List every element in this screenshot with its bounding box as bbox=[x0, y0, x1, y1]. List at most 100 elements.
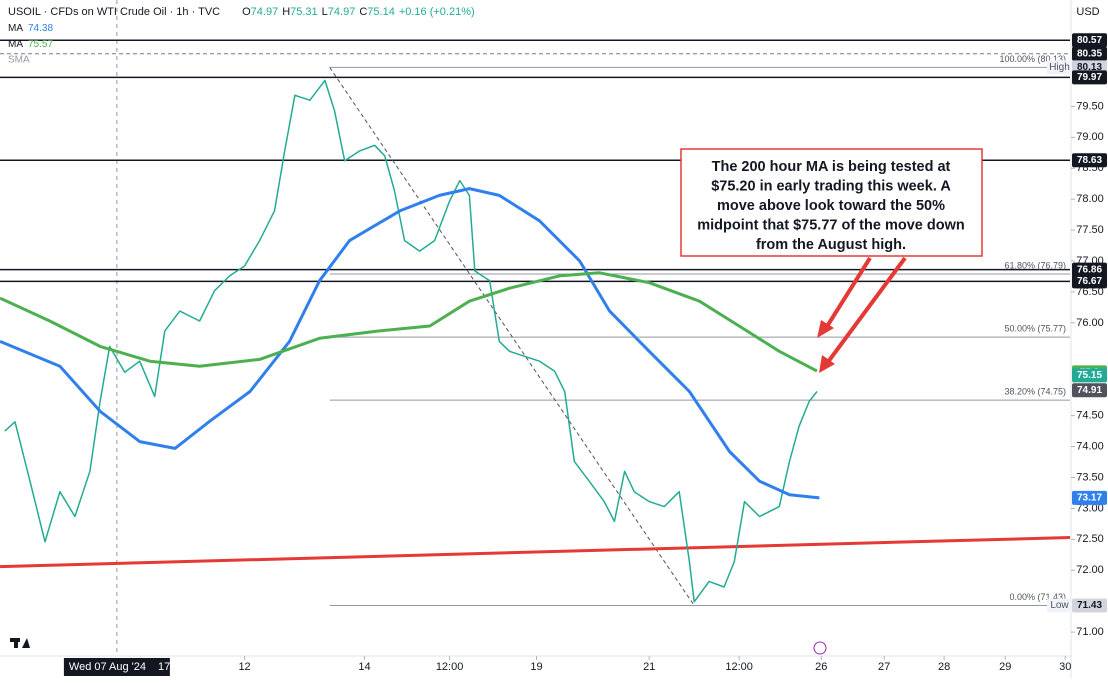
ohlc-label: H bbox=[282, 6, 290, 18]
legend-item: MA 75.57 bbox=[8, 39, 53, 50]
logo-part bbox=[14, 638, 18, 648]
legend-value: 75.57 bbox=[28, 39, 53, 50]
price-tag-label: 79.97 bbox=[1077, 72, 1102, 83]
price-tag-label: 73.17 bbox=[1077, 493, 1102, 504]
price-tag bbox=[1072, 153, 1107, 168]
ohlc-label: O bbox=[242, 6, 251, 18]
y-tick-label: 79.50 bbox=[1076, 100, 1104, 112]
retracement-line bbox=[329, 67, 695, 606]
price-tag bbox=[1072, 368, 1107, 383]
ohlc-label: L bbox=[322, 6, 328, 18]
symbol: USOIL · CFDs on WTI Crude Oil · 1h · TVC bbox=[8, 6, 220, 18]
x-tick-label: 12 bbox=[238, 661, 250, 673]
y-tick-label: 78.00 bbox=[1076, 193, 1104, 205]
tv-logo bbox=[10, 638, 30, 648]
x-tick-label: 29 bbox=[999, 661, 1011, 673]
y-tick-label: 72.50 bbox=[1076, 533, 1104, 545]
price-tag-label: 80.13 bbox=[1077, 62, 1102, 73]
ohlc-label: C bbox=[359, 6, 367, 18]
y-tick-label: 72.00 bbox=[1076, 564, 1104, 576]
price-tag-label: 76.67 bbox=[1077, 276, 1102, 287]
x-tick-label: 30 bbox=[1059, 661, 1071, 673]
y-tick-label: 73.00 bbox=[1076, 502, 1104, 514]
x-tick-label: 28 bbox=[938, 661, 950, 673]
price-tag bbox=[1072, 46, 1107, 61]
price-tag-label: 80.57 bbox=[1077, 35, 1102, 46]
x-tick-label: 27 bbox=[878, 661, 890, 673]
price-tag bbox=[1072, 70, 1107, 85]
annotation-arrows bbox=[817, 256, 907, 373]
fib-label: 38.20% (74.75) bbox=[1004, 387, 1066, 397]
crosshair-label-box bbox=[63, 658, 170, 676]
fib-label: 100.00% (80.13) bbox=[999, 54, 1066, 64]
x-tick-label: 21 bbox=[643, 661, 655, 673]
arrow-shaft bbox=[826, 256, 907, 364]
ma-line bbox=[0, 271, 818, 373]
change: +0.16 (+0.21%) bbox=[399, 6, 475, 18]
y-tick-label: 76.50 bbox=[1076, 286, 1104, 298]
price-tag-label: 80.35 bbox=[1077, 48, 1102, 59]
arrow-shaft bbox=[824, 256, 872, 330]
y-tick-label: 79.00 bbox=[1076, 131, 1104, 143]
annotation-line: The 200 hour MA is being tested at bbox=[712, 159, 951, 175]
y-tick-label: 73.50 bbox=[1076, 471, 1104, 483]
x-tick-label: 12:00 bbox=[725, 661, 753, 673]
annotation-text: The 200 hour MA is being tested at $75.20… bbox=[697, 159, 964, 253]
annotation-line: $75.20 in early trading this week. A bbox=[711, 178, 951, 194]
price-tag-label: 75.15 bbox=[1077, 370, 1102, 381]
logo-part bbox=[22, 638, 30, 648]
legend-value: 74.38 bbox=[28, 23, 53, 34]
arrow-head bbox=[819, 355, 835, 373]
price-tag-label: 74.91 bbox=[1077, 385, 1102, 396]
legend-name: MA bbox=[8, 23, 23, 34]
ohlc-value: 75.31 bbox=[290, 6, 318, 18]
event-icon[interactable] bbox=[813, 641, 827, 655]
x-tick-label: 19 bbox=[530, 661, 542, 673]
price-tag-label: 71.43 bbox=[1077, 600, 1102, 611]
crosshair-date: Wed 07 Aug '24 17:00 bbox=[69, 661, 186, 673]
ohlc-value: 74.97 bbox=[328, 6, 356, 18]
fib-label: 50.00% (75.77) bbox=[1004, 323, 1066, 333]
price-tag-prefix: Low bbox=[1050, 600, 1069, 611]
legend-title: USOIL · CFDs on WTI Crude Oil · 1h · TVC… bbox=[8, 6, 475, 18]
price-tag bbox=[1072, 598, 1107, 613]
price-line bbox=[4, 79, 818, 603]
x-tick-label: 12:00 bbox=[436, 661, 464, 673]
crosshair-date-text: Wed 07 Aug '24 bbox=[69, 661, 146, 673]
legend-hidden: SMA bbox=[8, 55, 30, 66]
price-tag bbox=[1072, 262, 1107, 277]
price-tag-label: 76.86 bbox=[1077, 264, 1102, 275]
x-tick-label: 26 bbox=[815, 661, 827, 673]
legend-item: MA 74.38 bbox=[8, 23, 53, 34]
y-tick-label: 77.50 bbox=[1076, 224, 1104, 236]
fib-label: 61.80% (76.79) bbox=[1004, 260, 1066, 270]
y-tick-label: 76.00 bbox=[1076, 317, 1104, 329]
price-tag-prefix: High bbox=[1049, 62, 1070, 73]
price-tag-prefix-box bbox=[1047, 60, 1072, 75]
annotation-line: midpoint that $75.77 of the move down bbox=[697, 217, 964, 233]
ma-line bbox=[0, 187, 820, 500]
y-tick-label: 71.00 bbox=[1076, 626, 1104, 638]
ohlc-value: 74.97 bbox=[251, 6, 279, 18]
arrow-head bbox=[817, 320, 834, 338]
annotation-line: move above look toward the 50% bbox=[717, 198, 945, 214]
legend-name: MA bbox=[8, 39, 23, 50]
plot-area: 100.00% (80.13) 61.80% (76.79) 50.00% (75.… bbox=[0, 0, 1070, 655]
crosshair-time: 17:00 bbox=[158, 661, 186, 673]
price-tag bbox=[1072, 383, 1107, 398]
fib-label: 0.00% (71.43) bbox=[1009, 592, 1066, 602]
annotation-line: from the August high. bbox=[756, 237, 906, 253]
price-tag bbox=[1072, 274, 1107, 289]
price-tag-prefix-box bbox=[1047, 598, 1072, 613]
price-tag bbox=[1072, 490, 1107, 505]
y-tick-label: 74.50 bbox=[1076, 410, 1104, 422]
price-tag-label: 78.63 bbox=[1077, 155, 1102, 166]
x-tick-label: 14 bbox=[358, 661, 370, 673]
currency[interactable]: USD bbox=[1076, 6, 1099, 18]
ohlc-value: 75.14 bbox=[367, 6, 395, 18]
trendline bbox=[0, 536, 1070, 569]
y-tick-label: 74.00 bbox=[1076, 440, 1104, 452]
